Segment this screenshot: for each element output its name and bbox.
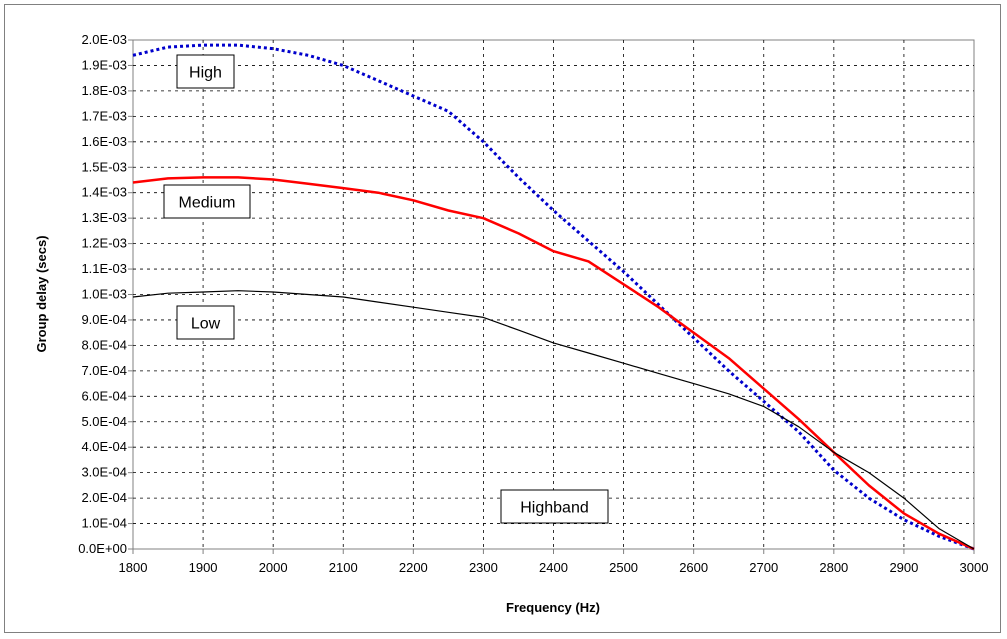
- y-tick-label: 8.0E-04: [81, 337, 127, 352]
- x-tick-label: 1900: [189, 560, 218, 575]
- x-tick-label: 2200: [399, 560, 428, 575]
- label-highband: Highband: [500, 489, 609, 524]
- y-axis-title: Group delay (secs): [34, 235, 49, 352]
- label-highband-text: Highband: [520, 500, 589, 517]
- annotations: High Medium Low Highband: [163, 54, 609, 524]
- y-tick-label: 1.0E-03: [81, 287, 127, 302]
- x-axis-ticks: 1800 1900 2000 2100 2200 2300 2400 2500 2600 2700…: [119, 549, 989, 575]
- x-tick-label: 2900: [889, 560, 918, 575]
- y-tick-label: 1.7E-03: [81, 108, 127, 123]
- x-tick-label: 2000: [259, 560, 288, 575]
- series-line-low: [132, 290, 975, 550]
- label-high-text: High: [189, 65, 222, 82]
- x-tick-label: 2600: [679, 560, 708, 575]
- label-medium: Medium: [163, 184, 251, 219]
- y-tick-label: 5.0E-04: [81, 414, 127, 429]
- y-tick-label: 1.3E-03: [81, 210, 127, 225]
- y-tick-label: 0.0E+00: [78, 541, 127, 556]
- series-lines: [132, 43, 975, 551]
- x-tick-label: 2100: [329, 560, 358, 575]
- y-tick-label: 6.0E-04: [81, 388, 127, 403]
- y-tick-label: 1.2E-03: [81, 236, 127, 251]
- x-tick-label: 1800: [119, 560, 148, 575]
- label-high: High: [176, 54, 235, 89]
- y-tick-label: 7.0E-04: [81, 363, 127, 378]
- label-low-text: Low: [191, 316, 221, 333]
- label-low: Low: [176, 305, 235, 340]
- x-tick-label: 2700: [749, 560, 778, 575]
- grid: [133, 40, 974, 549]
- x-tick-label: 2400: [539, 560, 568, 575]
- y-tick-label: 2.0E-03: [81, 32, 127, 47]
- y-tick-label: 1.1E-03: [81, 261, 127, 276]
- y-axis-ticks: 0.0E+00 1.0E-04 2.0E-04 3.0E-04 4.0E-04 5.0E-…: [78, 32, 133, 556]
- x-axis-title: Frequency (Hz): [506, 600, 600, 615]
- y-tick-label: 1.8E-03: [81, 83, 127, 98]
- y-tick-label: 1.9E-03: [81, 57, 127, 72]
- y-tick-label: 2.0E-04: [81, 490, 127, 505]
- y-tick-label: 4.0E-04: [81, 439, 127, 454]
- y-tick-label: 1.4E-03: [81, 185, 127, 200]
- x-tick-label: 2300: [469, 560, 498, 575]
- label-medium-text: Medium: [179, 195, 236, 212]
- x-tick-label: 3000: [960, 560, 989, 575]
- x-tick-label: 2800: [819, 560, 848, 575]
- y-tick-label: 1.0E-04: [81, 516, 127, 531]
- y-tick-label: 3.0E-04: [81, 465, 127, 480]
- x-tick-label: 2500: [609, 560, 638, 575]
- y-tick-label: 1.5E-03: [81, 159, 127, 174]
- y-tick-label: 1.6E-03: [81, 134, 127, 149]
- y-tick-label: 9.0E-04: [81, 312, 127, 327]
